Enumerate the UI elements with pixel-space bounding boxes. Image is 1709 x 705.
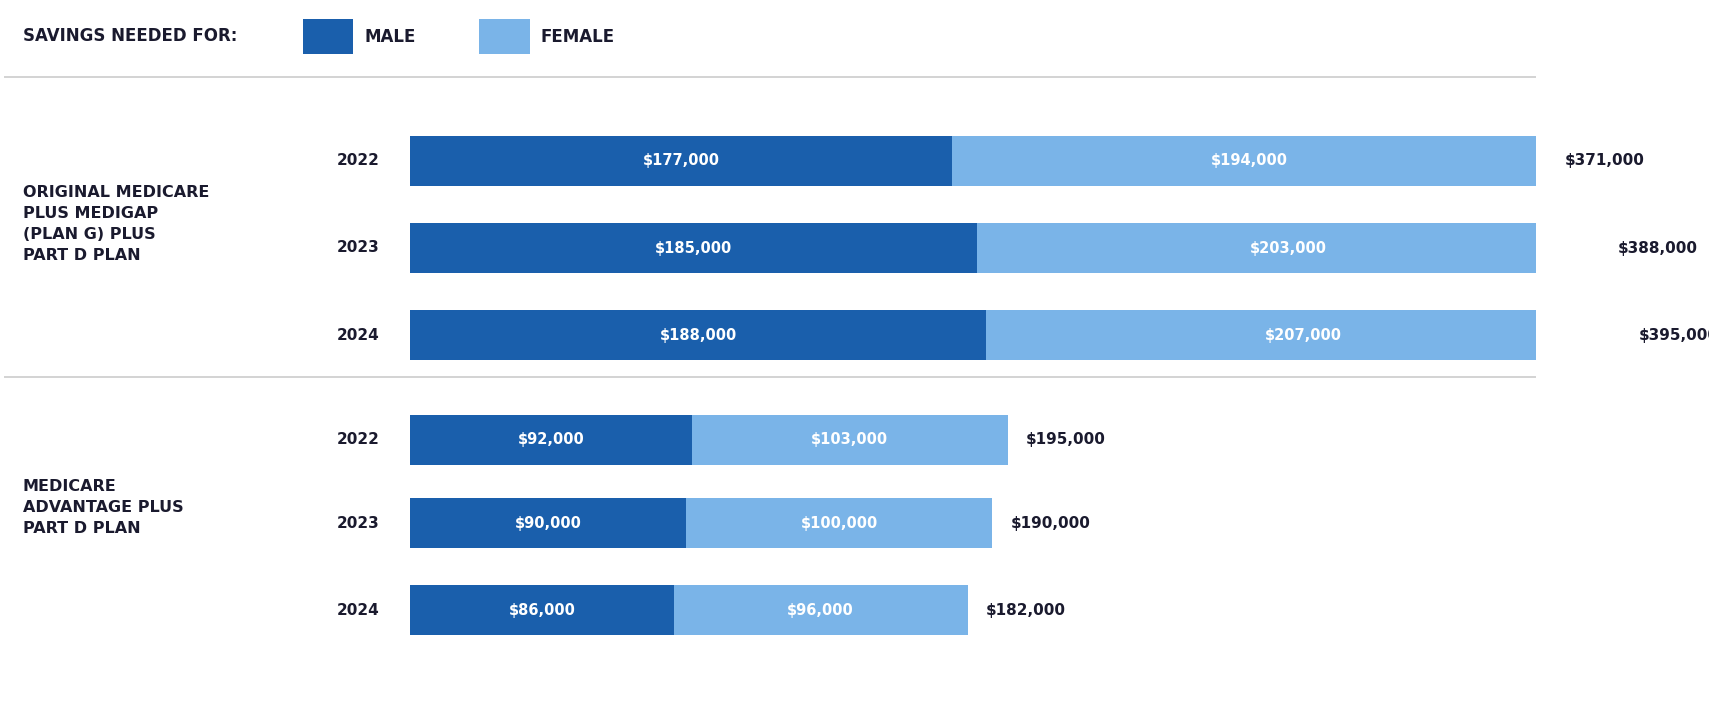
FancyBboxPatch shape: [410, 310, 986, 360]
Text: 2022: 2022: [337, 154, 379, 168]
FancyBboxPatch shape: [479, 20, 530, 54]
Text: 2023: 2023: [337, 515, 379, 531]
Text: MEDICARE
ADVANTAGE PLUS
PART D PLAN: MEDICARE ADVANTAGE PLUS PART D PLAN: [22, 479, 183, 536]
Text: $203,000: $203,000: [1249, 240, 1326, 255]
Text: $103,000: $103,000: [812, 432, 889, 447]
Text: $92,000: $92,000: [518, 432, 584, 447]
Text: $177,000: $177,000: [643, 154, 719, 168]
Text: 2024: 2024: [337, 328, 379, 343]
Text: $86,000: $86,000: [509, 603, 576, 618]
Text: $96,000: $96,000: [788, 603, 854, 618]
Text: $182,000: $182,000: [986, 603, 1066, 618]
FancyBboxPatch shape: [302, 20, 354, 54]
Text: $207,000: $207,000: [1265, 328, 1342, 343]
Text: 2024: 2024: [337, 603, 379, 618]
FancyBboxPatch shape: [410, 498, 685, 548]
Text: $194,000: $194,000: [1212, 154, 1289, 168]
FancyBboxPatch shape: [410, 415, 692, 465]
FancyBboxPatch shape: [410, 585, 673, 635]
Text: 2023: 2023: [337, 240, 379, 255]
Text: $188,000: $188,000: [660, 328, 737, 343]
Text: ORIGINAL MEDICARE
PLUS MEDIGAP
(PLAN G) PLUS
PART D PLAN: ORIGINAL MEDICARE PLUS MEDIGAP (PLAN G) …: [22, 185, 208, 263]
FancyBboxPatch shape: [952, 136, 1547, 186]
FancyBboxPatch shape: [978, 223, 1600, 273]
FancyBboxPatch shape: [692, 415, 1008, 465]
Text: $190,000: $190,000: [1010, 515, 1090, 531]
Text: $90,000: $90,000: [514, 515, 581, 531]
Text: $395,000: $395,000: [1639, 328, 1709, 343]
FancyBboxPatch shape: [410, 136, 952, 186]
Text: $100,000: $100,000: [800, 515, 878, 531]
Text: $195,000: $195,000: [1025, 432, 1106, 447]
FancyBboxPatch shape: [986, 310, 1620, 360]
FancyBboxPatch shape: [410, 223, 978, 273]
Text: SAVINGS NEEDED FOR:: SAVINGS NEEDED FOR:: [22, 27, 238, 44]
Text: MALE: MALE: [364, 28, 415, 46]
Text: 2022: 2022: [337, 432, 379, 447]
FancyBboxPatch shape: [685, 498, 993, 548]
Text: $185,000: $185,000: [655, 240, 731, 255]
Text: $371,000: $371,000: [1565, 154, 1646, 168]
Text: FEMALE: FEMALE: [540, 28, 615, 46]
FancyBboxPatch shape: [673, 585, 967, 635]
Text: $388,000: $388,000: [1617, 240, 1697, 255]
